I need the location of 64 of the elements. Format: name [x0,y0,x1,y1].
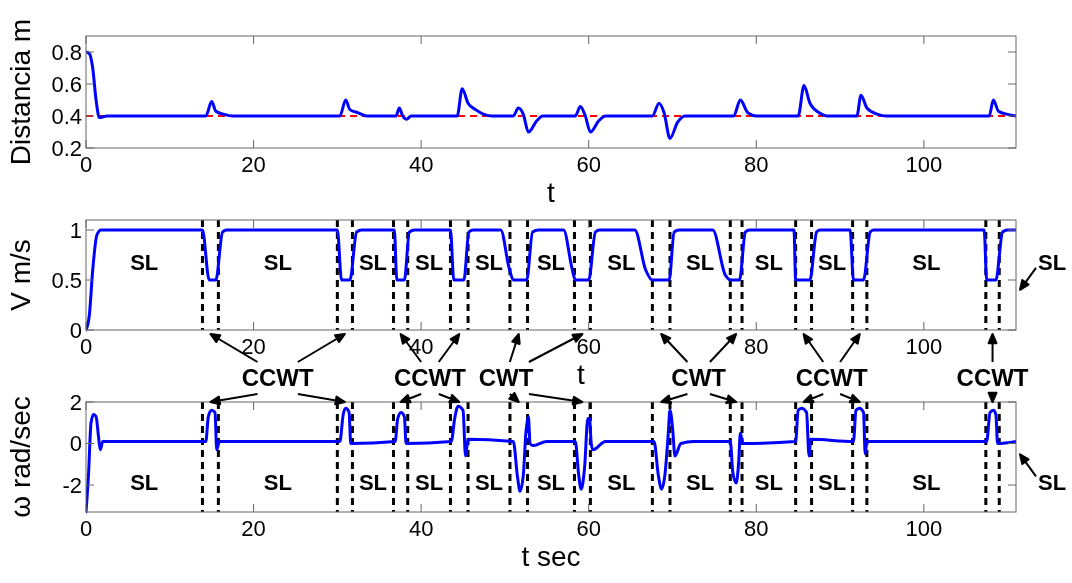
y-tick-label: 0 [69,431,82,457]
annotation: SL [263,470,292,495]
y-axis-title: Distancia m [5,18,36,166]
annotation: SL [130,249,159,275]
annotation: SL [415,470,444,495]
text: SL [1038,470,1067,495]
text: CCWT [795,364,868,392]
x-tick-label: 40 [408,334,434,359]
x-tick-label: 80 [744,152,769,177]
x-axis-title: t sec [521,541,581,572]
annotation: SL [263,249,292,275]
y-axis-title: V m/s [5,239,36,311]
annotation: SL [358,249,388,275]
annotation: SL [474,470,504,495]
annotation: SL [818,249,847,275]
y-tick-label: -2 [62,472,82,498]
x-axis-title: t [547,177,556,208]
line-series [86,404,1016,514]
y-tick-label: 1 [69,217,82,243]
annotation: SL [130,470,159,495]
x-tick-label: 100 [905,334,943,359]
text: CWT [671,364,727,392]
y-tick-label: 0.8 [51,39,82,65]
annotation: SL [754,249,783,275]
x-tick-label: 60 [576,152,601,177]
annotation: SL [912,249,941,275]
x-tick-label: 60 [576,334,601,359]
text: CCWT [393,364,467,392]
x-tick-label: 40 [408,152,434,177]
annotation: SL [607,470,636,495]
x-tick-label: 20 [241,334,266,359]
y-tick-label: 0.6 [51,71,82,97]
annotation: SL [912,470,941,495]
x-tick-label: 20 [241,516,266,541]
x-axis-title: t [577,359,586,390]
y-tick-label: 0 [69,317,82,343]
x-tick-label: 40 [408,516,434,541]
y-tick-label: 0.5 [51,267,82,293]
line-series [86,228,1016,332]
x-tick-label: 100 [905,152,943,177]
text: CCWT [956,364,1029,392]
annotation: SL [686,470,715,495]
annotation: SL [474,249,504,275]
line-series [86,50,1016,140]
annotation: SL [536,470,566,495]
annotation: SL [818,470,847,495]
text: SL [1038,249,1067,275]
x-tick-label: 60 [576,516,601,541]
annotation: SL [754,470,783,495]
x-tick-label: 80 [744,334,769,359]
annotation: SL [607,249,636,275]
annotation: SL [536,249,566,275]
y-tick-label: 0.2 [51,135,82,161]
y-axis-title: ω rad/sec [5,396,36,518]
text: CCWT [241,364,314,392]
annotation: SL [415,249,444,275]
annotation: SL [686,249,715,275]
x-tick-label: 100 [905,516,943,541]
annotation: SL [358,470,388,495]
x-tick-label: 20 [241,152,266,177]
text: CWT [478,364,534,392]
y-tick-label: 0.4 [51,103,82,129]
x-tick-label: 80 [744,516,769,541]
y-tick-label: 2 [69,389,82,415]
